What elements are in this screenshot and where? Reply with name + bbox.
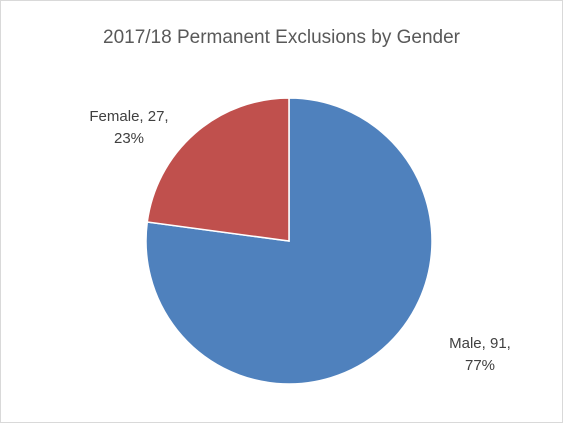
data-label-male-line1: Male, 91, [449, 335, 511, 352]
data-label-female-line2: 23% [113, 130, 145, 147]
pie-slice-male [145, 97, 433, 385]
pie-slices [145, 97, 433, 385]
pie-slice-female [146, 97, 290, 242]
data-label-male: Male, 91, 77% [420, 333, 540, 377]
data-label-female-line1: Female, 27, [89, 108, 169, 125]
data-label-female: Female, 27, 23% [69, 106, 189, 150]
data-label-male-line2: 77% [464, 357, 496, 374]
chart-title: 2017/18 Permanent Exclusions by Gender [103, 27, 460, 48]
